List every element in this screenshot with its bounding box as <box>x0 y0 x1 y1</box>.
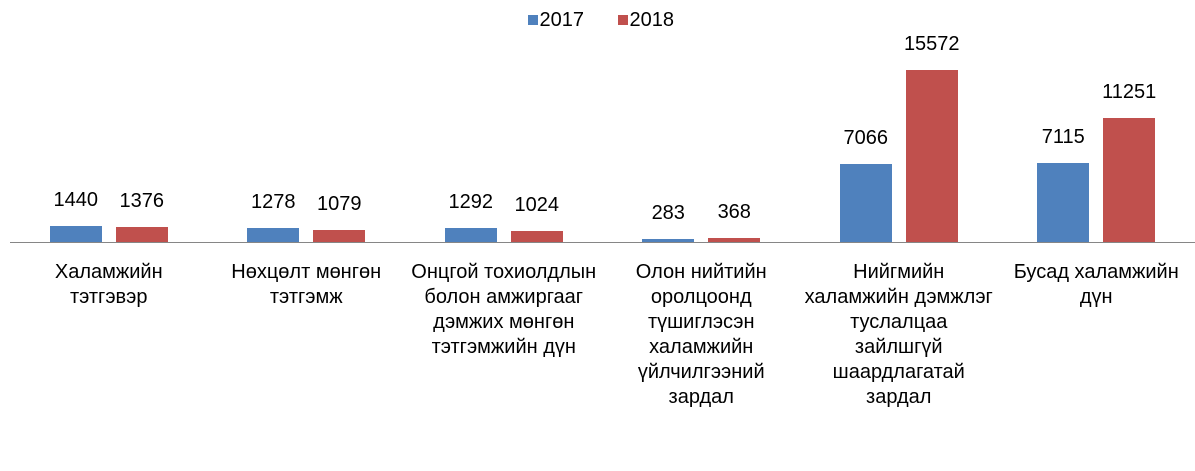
x-tick-label: Олон нийтийн оролцоонд түшиглэсэн халамж… <box>635 261 767 408</box>
bar <box>1103 117 1156 242</box>
bar <box>444 227 497 242</box>
x-tick-label: Нөхцөлт мөнгөн тэтгэмж <box>231 261 382 308</box>
legend-label: 2017 <box>539 9 585 31</box>
x-tick-label: Онцгой тохиолдлын болон амжиргааг дэмжих… <box>411 261 597 358</box>
x-tick-label: Бусад халамжийн дүн <box>1013 261 1179 308</box>
value-label: 1376 <box>119 189 165 212</box>
value-label: 11251 <box>1102 80 1157 103</box>
value-label: 283 <box>651 201 685 224</box>
legend-swatch <box>617 15 628 25</box>
value-label: 1278 <box>251 190 296 213</box>
bar <box>49 226 102 242</box>
x-tick-label: Халамжийн тэтгэвэр <box>54 261 163 308</box>
bar <box>1037 163 1090 242</box>
value-label: 368 <box>717 200 751 223</box>
legend-swatch <box>527 15 538 25</box>
value-label: 1079 <box>317 193 362 216</box>
x-tick-label: Нийгмийн халамжийн дэмжлэг туслалцаа зай… <box>804 261 993 408</box>
bar <box>510 230 563 242</box>
bar <box>839 163 892 242</box>
axis-line <box>10 242 1195 243</box>
bar <box>708 237 761 242</box>
bar <box>642 238 695 242</box>
value-label: 1292 <box>448 190 494 213</box>
value-label: 1024 <box>514 193 560 216</box>
value-label: 7115 <box>1041 126 1085 149</box>
value-label: 1440 <box>53 189 99 212</box>
bar <box>247 227 300 242</box>
bar <box>313 230 366 242</box>
legend-label: 2018 <box>629 9 675 31</box>
value-label: 7066 <box>843 126 889 149</box>
value-label: 15572 <box>903 33 960 55</box>
bar <box>905 70 958 242</box>
bar <box>115 226 168 242</box>
